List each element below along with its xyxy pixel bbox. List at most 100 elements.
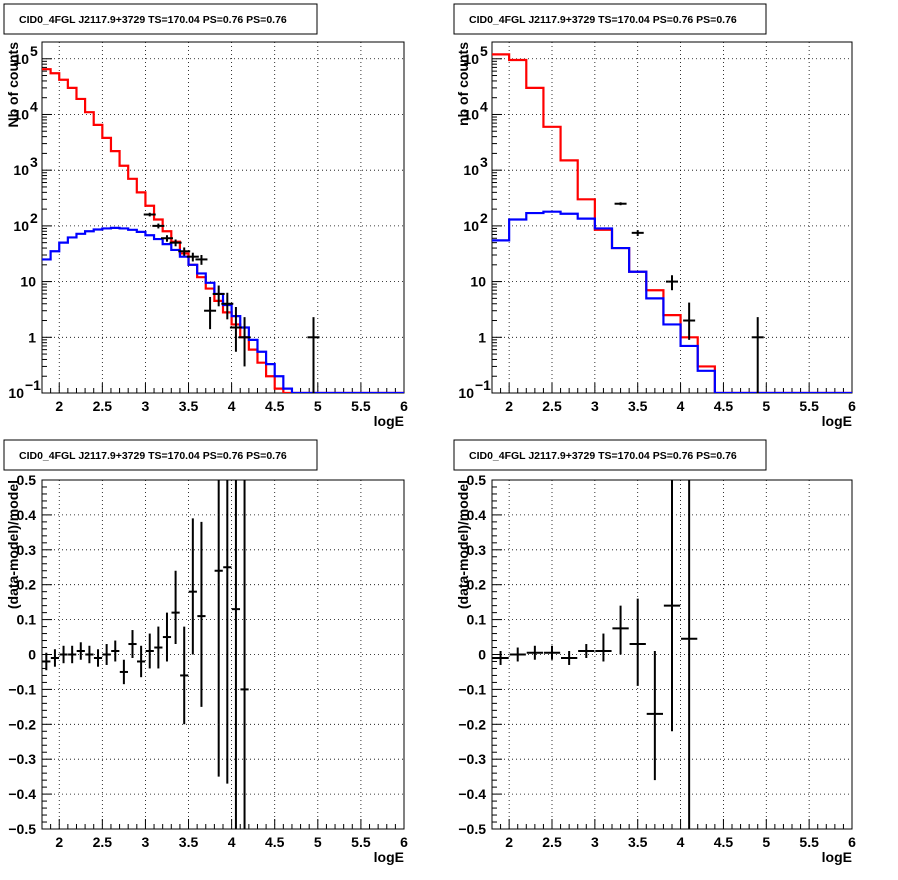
chart-title-box [453,3,767,35]
x-tick-label: 5.5 [799,834,819,850]
data-point [188,518,197,655]
x-tick-label: 2 [55,398,63,414]
data-layer [42,480,249,829]
series-line-model [492,53,852,393]
x-tick-label: 2.5 [542,834,562,850]
chart-title: CID0_4FGL J2117.9+3729 TS=170.04 PS=0.76… [469,14,737,26]
data-point [59,645,68,664]
data-point [526,645,543,660]
y-tick-label: 0.4 [17,507,37,523]
y-tick-label: 10 [463,106,479,122]
x-tick-label: 2.5 [93,398,113,414]
data-point [180,626,189,725]
data-point [231,480,241,829]
data-point [307,317,320,393]
x-tick-label: 3 [142,398,150,414]
y-tick-label: −0.5 [8,821,36,837]
data-point [240,480,249,829]
x-tick-label: 2 [55,834,63,850]
y-tick-label: 10 [13,106,29,122]
x-axis-label: logE [374,413,404,429]
y-tick-label: 0.3 [17,542,37,558]
y-tick-label: 10 [13,51,29,67]
x-tick-label: 4 [677,398,685,414]
data-point [42,652,51,671]
x-axis-label: logE [822,413,852,429]
y-tick-label: −0.4 [8,786,36,802]
data-point [178,247,191,256]
series-line-background [492,210,852,393]
chart-title: CID0_4FGL J2117.9+3729 TS=170.04 PS=0.76… [19,450,287,462]
x-tick-label: 5.5 [799,398,819,414]
x-axis-label: logE [822,849,852,865]
x-tick-label: 2.5 [542,398,562,414]
data-point [229,306,242,352]
data-point [492,651,509,665]
x-tick-label: 3.5 [628,834,648,850]
data-point [186,252,199,262]
y-axis-label: (data-model)/model [455,480,471,609]
x-tick-label: 2 [505,834,513,850]
x-tick-label: 4 [228,398,236,414]
y-tick-label: 1 [478,329,486,345]
data-point [238,317,251,367]
data-point [683,302,696,340]
y-tick-label: 10 [470,274,486,290]
chart-title: CID0_4FGL J2117.9+3729 TS=170.04 PS=0.76… [19,14,287,26]
x-tick-label: 3.5 [179,834,199,850]
x-tick-label: 3 [591,398,599,414]
x-tick-label: 6 [848,834,856,850]
y-tick-label: −0.3 [8,751,36,767]
x-tick-label: 3.5 [628,398,648,414]
chart-title: CID0_4FGL J2117.9+3729 TS=170.04 PS=0.76… [469,450,737,462]
chart-title-box [3,3,318,35]
x-tick-label: 5 [314,398,322,414]
y-tick-label: 0.4 [467,507,487,523]
y-tick-label: −0.3 [458,751,486,767]
data-point [612,605,629,655]
y-tick-label: 10 [13,218,29,234]
x-tick-label: 5.5 [351,398,371,414]
data-point [145,633,154,669]
y-tick-label: 0.2 [467,577,487,593]
y-axis-label: (data-model)/model [5,480,21,609]
x-tick-label: 5.5 [351,834,371,850]
data-point [195,255,208,265]
y-tick-label: 0 [478,647,486,663]
y-tick-label: 0.1 [467,612,487,628]
y-tick-label: 10 [463,218,479,234]
y-tick-exponent: 2 [480,210,488,226]
y-tick-label: 10 [463,51,479,67]
y-tick-exponent: −1 [25,377,41,393]
data-point [111,640,120,662]
data-point [578,644,595,658]
data-point [214,480,223,777]
y-tick-exponent: 5 [480,43,488,59]
y-tick-label: 10 [13,162,29,178]
x-tick-label: 4.5 [265,398,285,414]
x-axis-label: logE [374,849,404,865]
data-point [169,239,182,247]
x-tick-label: 6 [400,834,408,850]
data-point [212,285,225,307]
y-tick-exponent: 3 [30,154,38,170]
data-point [646,651,663,781]
data-point [154,626,163,669]
y-tick-label: 0.2 [17,577,37,593]
data-point [50,649,60,667]
y-tick-exponent: 4 [480,98,488,114]
y-tick-label: −0.2 [8,716,36,732]
y-tick-exponent: 2 [30,210,38,226]
y-tick-exponent: 4 [30,98,38,114]
y-tick-label: 0.3 [467,542,487,558]
data-point [629,598,646,686]
y-tick-label: 1 [28,329,36,345]
y-tick-label: −0.4 [458,786,486,802]
series-line-model [42,68,404,393]
y-tick-label: 10 [458,385,474,401]
y-tick-label: 0 [28,647,36,663]
chart-panel-counts-right: CID0_4FGL J2117.9+3729 TS=170.04 PS=0.76… [453,3,856,429]
y-tick-label: 10 [20,274,36,290]
series-line-background [42,226,404,393]
